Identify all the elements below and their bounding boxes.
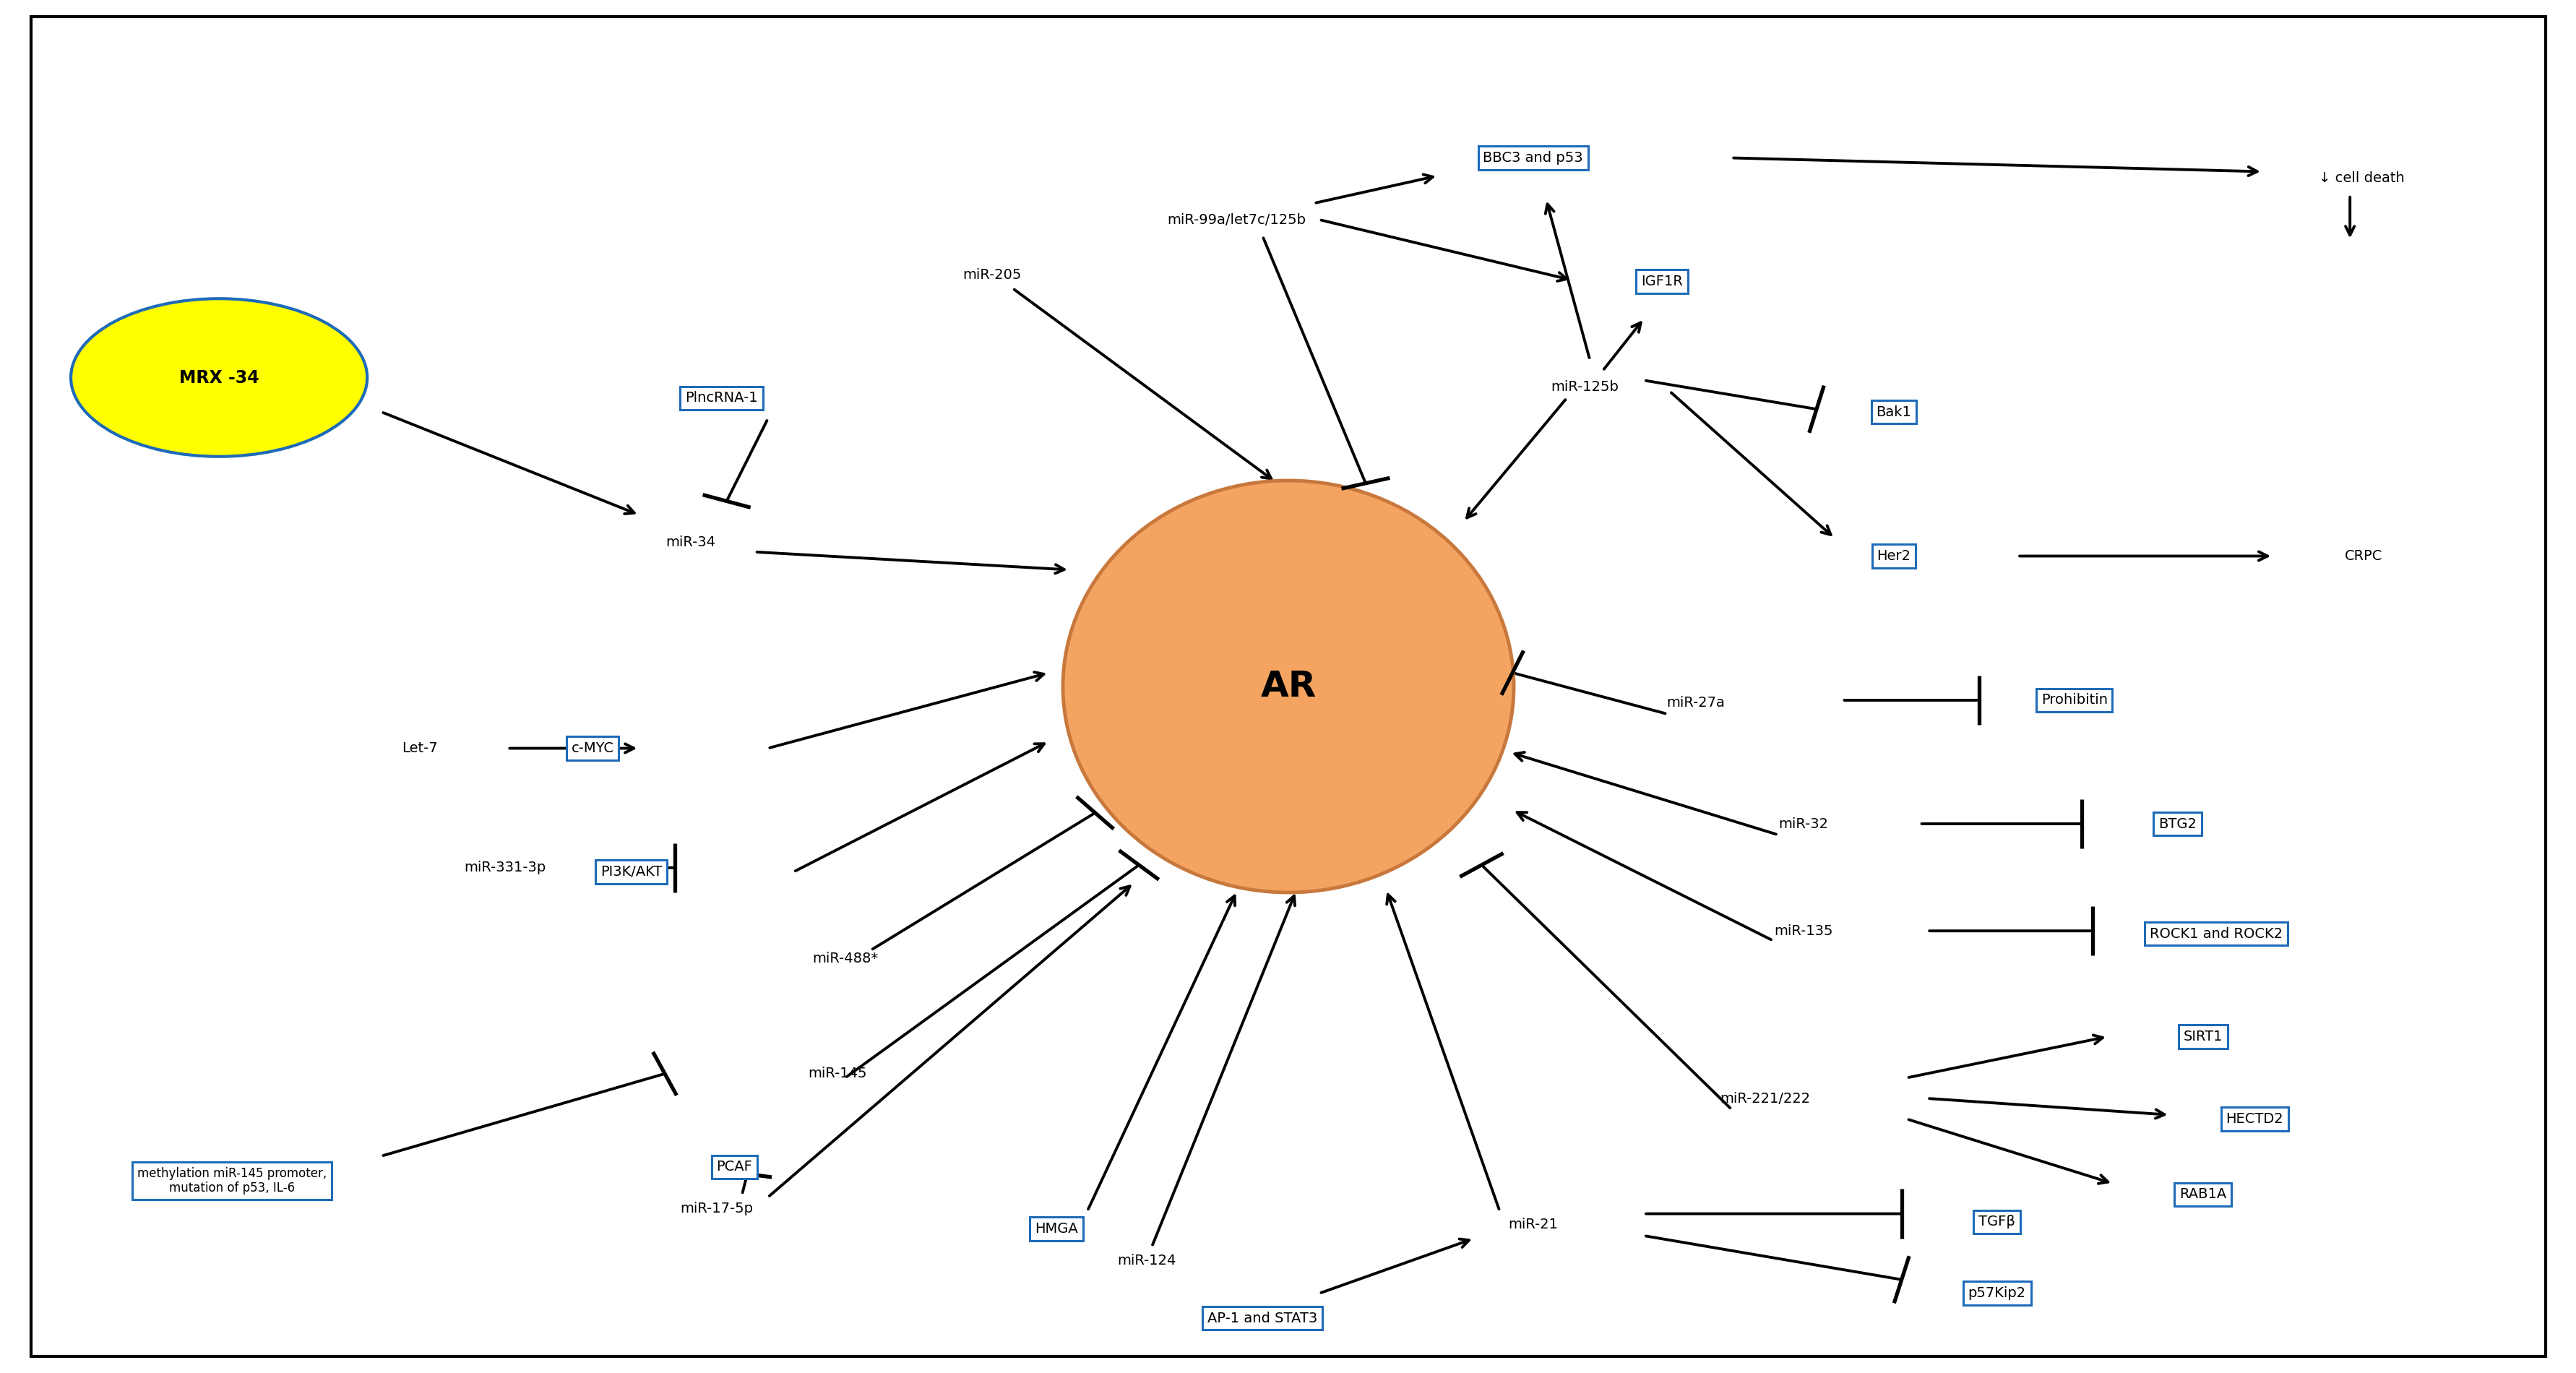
Text: Bak1: Bak1 [1875, 405, 1911, 419]
Text: p57Kip2: p57Kip2 [1968, 1287, 2025, 1300]
Text: miR-221/222: miR-221/222 [1718, 1092, 1811, 1105]
Text: MRX -34: MRX -34 [178, 369, 260, 386]
Text: AR: AR [1260, 669, 1316, 704]
Text: miR-145: miR-145 [809, 1067, 866, 1081]
Text: ROCK1 and ROCK2: ROCK1 and ROCK2 [2148, 927, 2282, 941]
Text: miR-99a/let7c/125b: miR-99a/let7c/125b [1167, 213, 1306, 227]
Text: HECTD2: HECTD2 [2226, 1112, 2282, 1126]
Text: c-MYC: c-MYC [572, 741, 613, 755]
Text: SIRT1: SIRT1 [2182, 1030, 2223, 1043]
Text: Her2: Her2 [1875, 549, 1911, 563]
Text: HMGA: HMGA [1036, 1222, 1077, 1236]
Text: miR-27a: miR-27a [1667, 696, 1723, 710]
Text: BBC3 and p53: BBC3 and p53 [1484, 151, 1582, 165]
Text: miR-205: miR-205 [963, 268, 1020, 281]
Text: AP-1 and STAT3: AP-1 and STAT3 [1208, 1311, 1316, 1325]
Text: miR-488*: miR-488* [811, 951, 878, 965]
Text: RAB1A: RAB1A [2179, 1188, 2226, 1201]
Text: TGFβ: TGFβ [1978, 1215, 2014, 1229]
Text: methylation miR-145 promoter,
mutation of p53, IL-6: methylation miR-145 promoter, mutation o… [137, 1167, 327, 1195]
Text: miR-331-3p: miR-331-3p [464, 861, 546, 875]
Text: BTG2: BTG2 [2159, 817, 2195, 831]
Text: Prohibitin: Prohibitin [2040, 693, 2107, 707]
Text: ↓ cell death: ↓ cell death [2318, 172, 2403, 185]
Text: miR-21: miR-21 [1507, 1218, 1558, 1232]
Text: miR-135: miR-135 [1775, 924, 1832, 938]
Text: miR-124: miR-124 [1118, 1254, 1175, 1267]
Text: IGF1R: IGF1R [1641, 275, 1682, 288]
Text: Let-7: Let-7 [402, 741, 438, 755]
Text: CRPC: CRPC [2344, 549, 2383, 563]
Text: miR-17-5p: miR-17-5p [680, 1201, 752, 1215]
FancyBboxPatch shape [31, 16, 2545, 1357]
Text: PCAF: PCAF [716, 1160, 752, 1174]
Text: miR-34: miR-34 [665, 535, 716, 549]
Text: PlncRNA-1: PlncRNA-1 [685, 391, 757, 405]
Text: miR-125b: miR-125b [1551, 380, 1618, 394]
Text: miR-32: miR-32 [1777, 817, 1829, 831]
Text: PI3K/AKT: PI3K/AKT [600, 865, 662, 879]
Ellipse shape [72, 299, 368, 456]
Ellipse shape [1061, 481, 1515, 892]
